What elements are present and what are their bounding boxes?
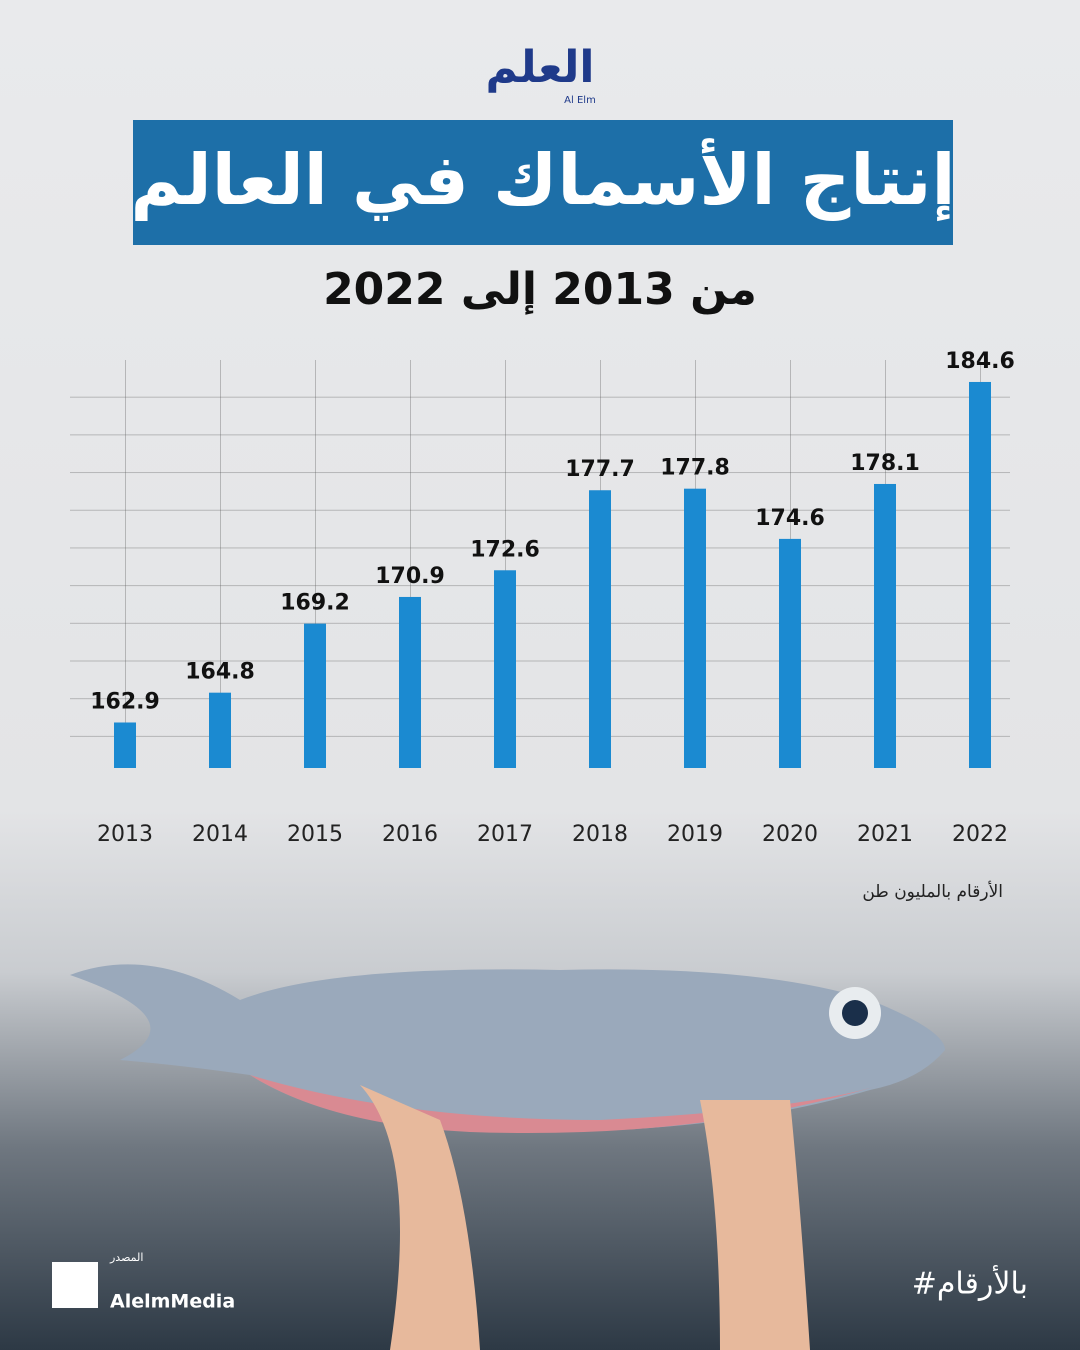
title-box xyxy=(133,120,953,245)
value-label: 184.6 xyxy=(945,349,1015,374)
x-tick-label: 2016 xyxy=(382,822,438,847)
fish xyxy=(70,964,945,1350)
bar xyxy=(114,722,136,768)
logo: العلم xyxy=(486,42,595,93)
bar xyxy=(779,538,801,768)
bar xyxy=(399,596,421,768)
bar xyxy=(494,570,516,768)
x-tick-label: 2017 xyxy=(477,822,533,847)
source-label: المصدر xyxy=(109,1251,143,1264)
qr-code xyxy=(52,1262,98,1308)
handle: AlelmMedia xyxy=(110,1291,235,1313)
x-tick-label: 2021 xyxy=(857,822,913,847)
bar xyxy=(304,623,326,768)
value-label: 169.2 xyxy=(280,591,350,616)
x-tick-label: 2014 xyxy=(192,822,248,847)
x-tick-label: 2020 xyxy=(762,822,818,847)
value-label: 172.6 xyxy=(470,537,540,562)
x-tick-label: 2019 xyxy=(667,822,723,847)
value-label: 178.1 xyxy=(850,451,920,476)
value-label: 177.7 xyxy=(565,457,635,482)
bar xyxy=(874,483,896,768)
logo-sub: Al Elm xyxy=(564,95,596,106)
value-label: 177.8 xyxy=(660,456,730,481)
value-label: 170.9 xyxy=(375,564,445,589)
value-label: 162.9 xyxy=(90,689,160,714)
bar xyxy=(589,490,611,768)
hashtag: #بالأرقام xyxy=(912,1264,1028,1302)
value-label: 174.6 xyxy=(755,506,825,531)
chart-title: إنتاج الأسماك في العالم xyxy=(131,138,956,222)
x-tick-label: 2018 xyxy=(572,822,628,847)
x-tick-label: 2015 xyxy=(287,822,343,847)
bar xyxy=(209,692,231,768)
x-tick-label: 2013 xyxy=(97,822,153,847)
x-tick-label: 2022 xyxy=(952,822,1008,847)
chart-subtitle: من 2013 إلى 2022 xyxy=(323,264,757,315)
value-label: 164.8 xyxy=(185,660,255,685)
bar xyxy=(969,381,991,768)
unit-note: الأرقام بالمليون طن xyxy=(862,881,1003,902)
bar xyxy=(684,488,706,768)
